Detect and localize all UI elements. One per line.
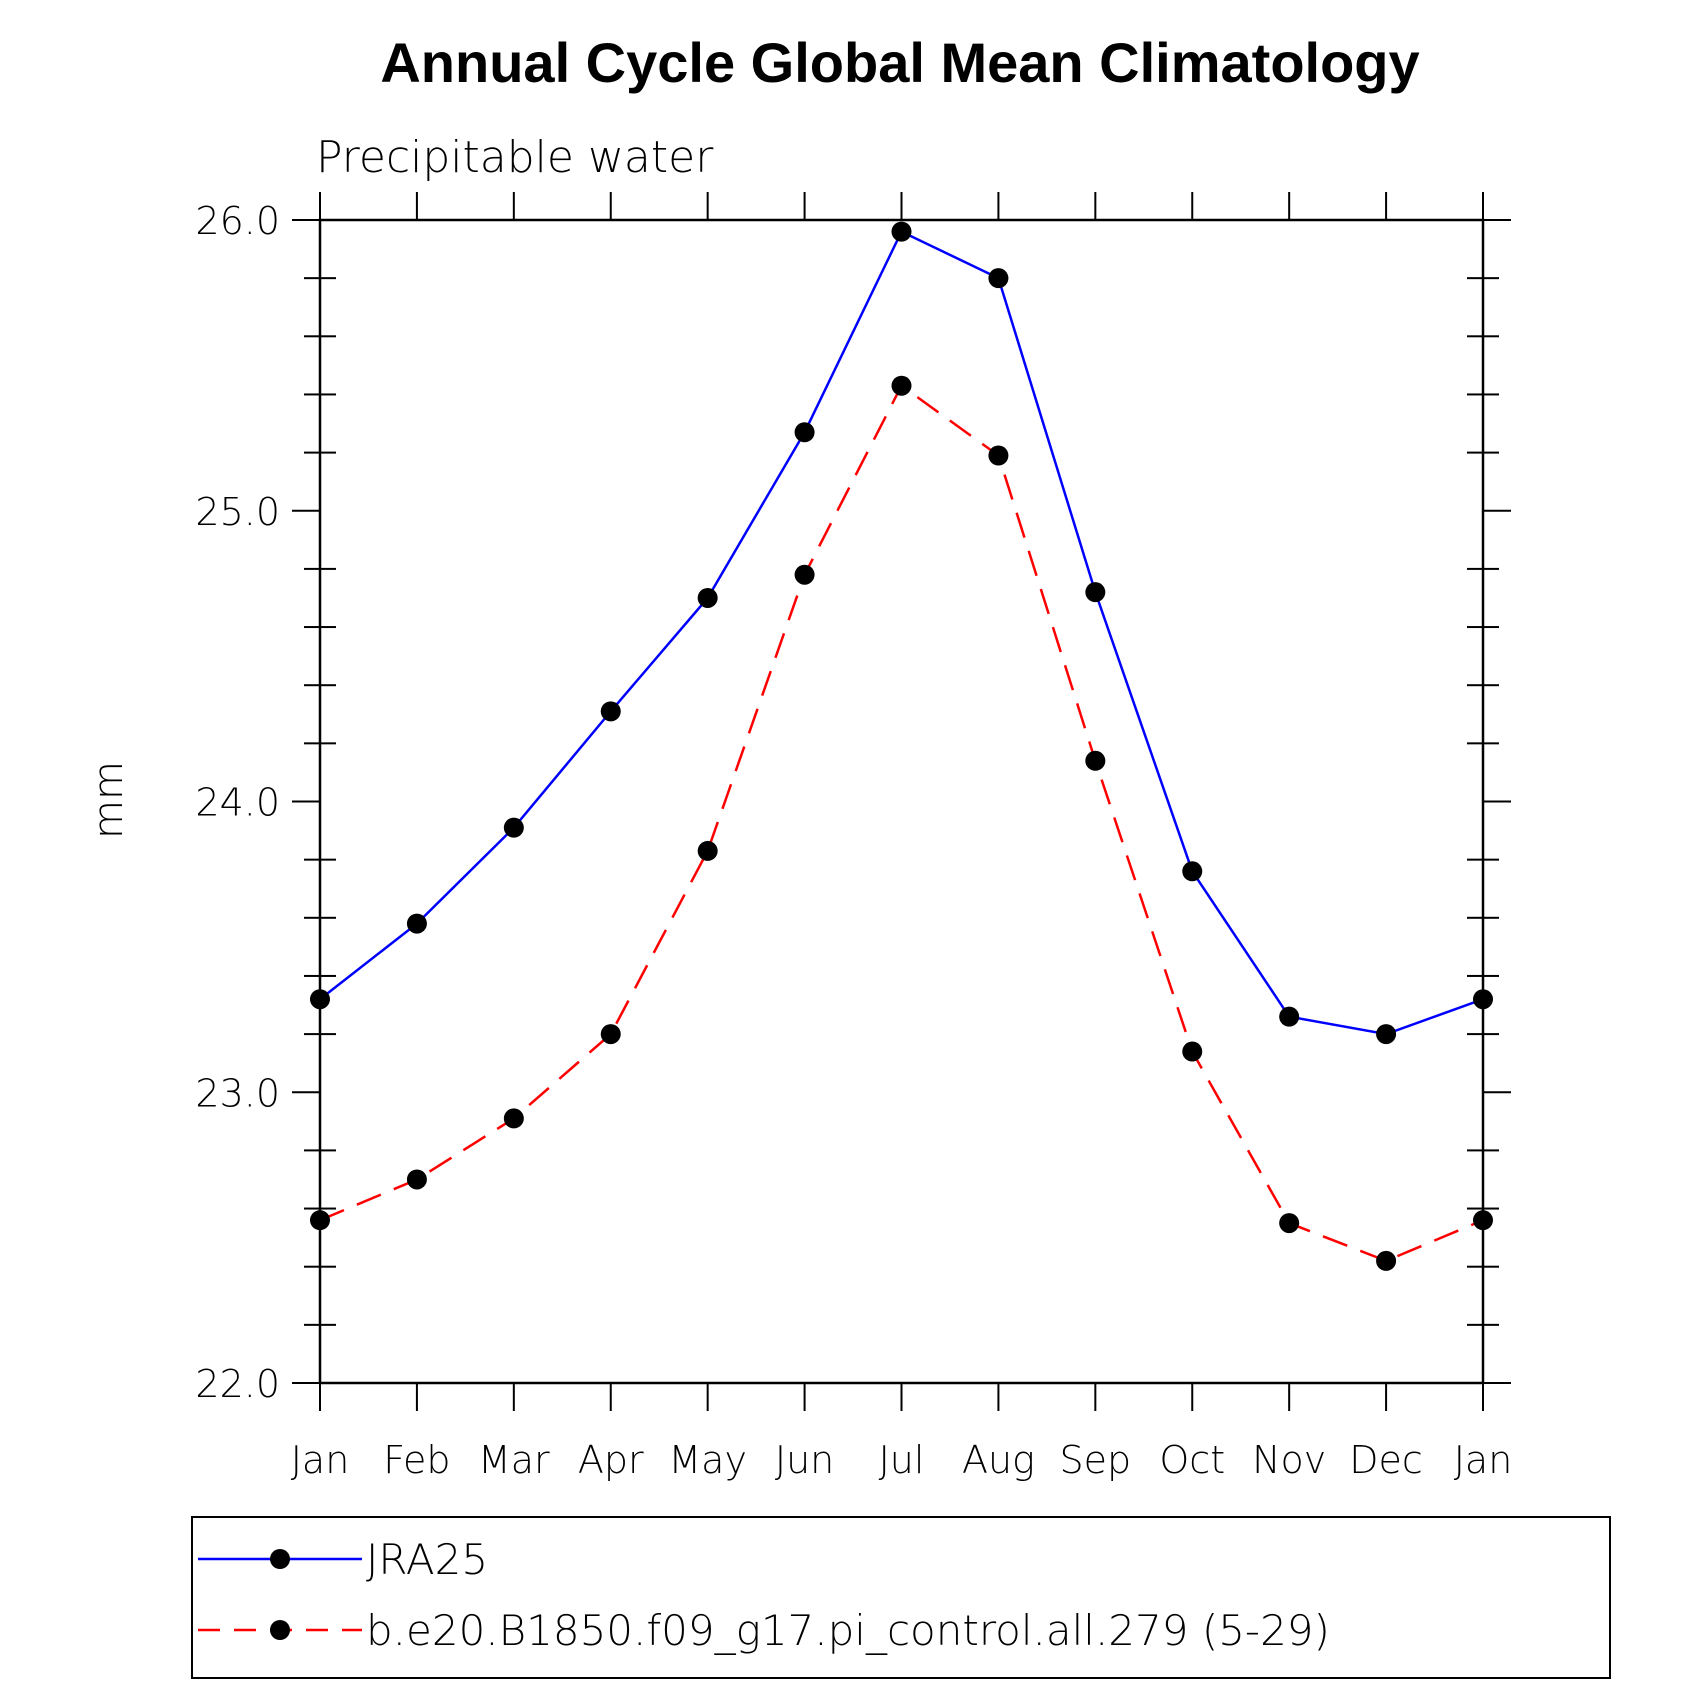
x-tick-label: Dec bbox=[1349, 1438, 1423, 1482]
y-tick-label: 26.0 bbox=[195, 199, 280, 243]
chart-subtitle: Precipitable water bbox=[316, 132, 714, 183]
x-tick-label: Jan bbox=[1454, 1438, 1513, 1482]
series-point-1 bbox=[1279, 1213, 1300, 1234]
series-point-0 bbox=[1376, 1024, 1397, 1045]
x-tick-label: Jan bbox=[291, 1438, 350, 1482]
series-point-1 bbox=[794, 564, 815, 585]
series-line-0 bbox=[319, 229, 1484, 1036]
series-line-1 bbox=[319, 383, 1484, 1263]
plot-area: 22.0 23.0 24.0 25.0 26.0 Jan Feb Mar Apr May Jun Ju… bbox=[195, 192, 1512, 1482]
series-point-0 bbox=[1473, 989, 1493, 1010]
legend-marker-1 bbox=[270, 1620, 290, 1640]
series-point-0 bbox=[697, 587, 718, 608]
series-point-0 bbox=[988, 268, 1009, 289]
y-tick-label: 23.0 bbox=[195, 1071, 280, 1115]
series-point-0 bbox=[310, 989, 330, 1010]
legend-label-1: b.e20.B1850.f09_g17.pi_control.all.279 (… bbox=[366, 1606, 1330, 1655]
legend-box bbox=[191, 1516, 1611, 1679]
x-tick-label: Oct bbox=[1159, 1438, 1225, 1482]
series-point-1 bbox=[1376, 1250, 1397, 1271]
series-point-1 bbox=[503, 1108, 524, 1129]
series-point-1 bbox=[310, 1210, 330, 1231]
y-tick-label: 24.0 bbox=[195, 781, 280, 825]
series-point-0 bbox=[1279, 1006, 1300, 1027]
series-point-0 bbox=[891, 221, 912, 242]
chart-title: Annual Cycle Global Mean Climatology bbox=[380, 31, 1419, 94]
series-point-0 bbox=[1085, 582, 1106, 603]
series-point-0 bbox=[503, 817, 524, 838]
y-tick-label: 22.0 bbox=[195, 1362, 280, 1406]
series-point-1 bbox=[1473, 1210, 1493, 1231]
series-point-0 bbox=[1182, 861, 1203, 882]
series-point-1 bbox=[891, 375, 912, 396]
series-point-1 bbox=[697, 840, 718, 861]
x-tick-label: Jun bbox=[775, 1438, 834, 1482]
legend-marker-0 bbox=[270, 1549, 290, 1569]
series-point-1 bbox=[1182, 1041, 1203, 1062]
series-point-1 bbox=[1085, 750, 1106, 771]
y-tick-label: 25.0 bbox=[195, 490, 280, 534]
series-point-1 bbox=[600, 1024, 621, 1045]
x-tick-label: Sep bbox=[1060, 1438, 1132, 1482]
series-point-1 bbox=[406, 1169, 427, 1190]
legend: JRA25 b.e20.B1850.f09_g17.pi_control.all.… bbox=[191, 1516, 1611, 1679]
series-point-0 bbox=[794, 422, 815, 443]
x-tick-label: Nov bbox=[1252, 1438, 1326, 1482]
series-point-0 bbox=[406, 913, 427, 934]
x-tick-label: Mar bbox=[478, 1438, 550, 1482]
x-tick-label: May bbox=[668, 1438, 747, 1482]
legend-label-0: JRA25 bbox=[366, 1535, 488, 1584]
x-tick-label: Feb bbox=[383, 1438, 450, 1482]
y-axis-label: mm bbox=[86, 761, 132, 839]
x-tick-label: Aug bbox=[962, 1438, 1035, 1482]
x-tick-label: Jul bbox=[879, 1438, 925, 1482]
x-tick-label: Apr bbox=[578, 1438, 644, 1482]
series-point-0 bbox=[600, 701, 621, 722]
series-point-1 bbox=[988, 445, 1009, 466]
